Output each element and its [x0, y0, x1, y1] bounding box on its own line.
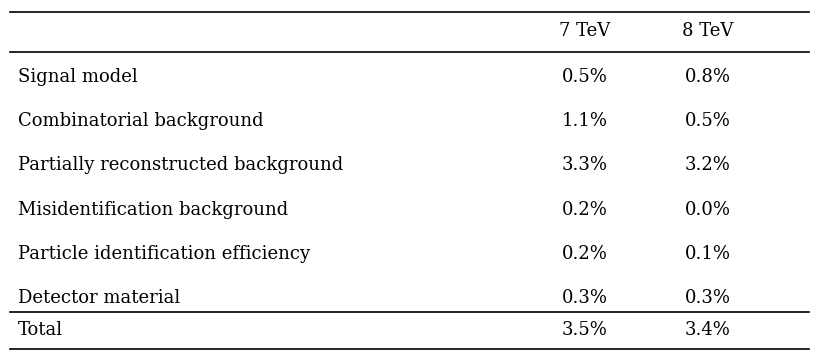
Text: 0.3%: 0.3%: [562, 289, 608, 307]
Text: Detector material: Detector material: [18, 289, 180, 307]
Text: Misidentification background: Misidentification background: [18, 201, 288, 219]
Text: Partially reconstructed background: Partially reconstructed background: [18, 156, 343, 175]
Text: 8 TeV: 8 TeV: [681, 22, 733, 40]
Text: 0.8%: 0.8%: [685, 68, 731, 86]
Text: Particle identification efficiency: Particle identification efficiency: [18, 245, 310, 263]
Text: Combinatorial background: Combinatorial background: [18, 112, 264, 130]
Text: 0.5%: 0.5%: [562, 68, 608, 86]
Text: 0.5%: 0.5%: [685, 112, 731, 130]
Text: 0.2%: 0.2%: [562, 201, 608, 219]
Text: 7 TeV: 7 TeV: [559, 22, 611, 40]
Text: 0.3%: 0.3%: [685, 289, 731, 307]
Text: 3.2%: 3.2%: [685, 156, 731, 175]
Text: 0.0%: 0.0%: [685, 201, 731, 219]
Text: 1.1%: 1.1%: [562, 112, 608, 130]
Text: Signal model: Signal model: [18, 68, 138, 86]
Text: Total: Total: [18, 321, 63, 339]
Text: 3.5%: 3.5%: [562, 321, 608, 339]
Text: 3.4%: 3.4%: [685, 321, 731, 339]
Text: 0.1%: 0.1%: [685, 245, 731, 263]
Text: 0.2%: 0.2%: [562, 245, 608, 263]
Text: 3.3%: 3.3%: [562, 156, 608, 175]
